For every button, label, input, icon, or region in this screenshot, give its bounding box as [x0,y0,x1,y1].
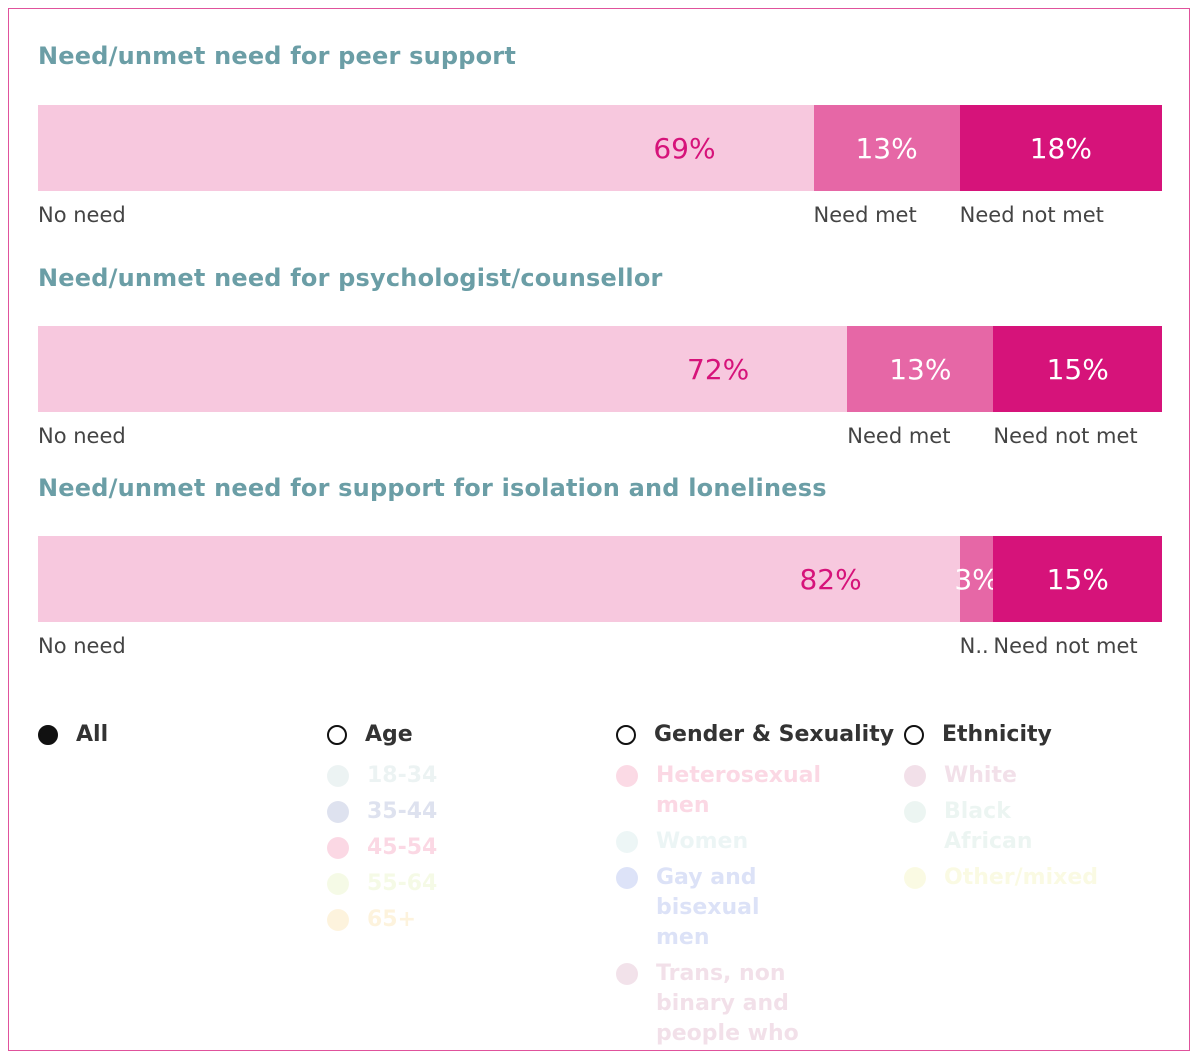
legend-swatch-icon [904,801,926,823]
bar-segment-need-not-met[interactable] [993,326,1162,412]
legend-item-label: 18-34 [367,763,438,788]
legend-swatch-icon [327,837,349,859]
legend-item-label: 55-64 [367,871,438,896]
data-label-need-not-met: 15% [1046,562,1109,596]
legend-swatch-icon [327,909,349,931]
bar-segment-need-not-met[interactable] [993,536,1162,622]
category-label-need-met: Need met [813,203,917,227]
legend-item-label: 65+ [367,907,417,932]
legend-item-label: Heterosexual men [656,763,821,818]
legend-item[interactable]: White [904,761,1094,791]
radio-icon[interactable] [616,724,636,745]
legend-swatch-icon [616,867,638,889]
category-label-need-not-met: Need not met [993,424,1138,448]
legend-group: Age 18-34 35-44 45-54 55-64 65+ [327,722,437,941]
legend-item[interactable]: 35-44 [327,797,437,827]
legend-item-label: Black African [944,799,1033,854]
chart-title: Need/unmet need for peer support [38,42,517,70]
legend-swatch-icon [327,873,349,895]
legend-item[interactable]: Trans, non binary and people who [616,959,894,1049]
bar-segment-need-met[interactable] [813,105,960,191]
legend-filter-label: Ethnicity [942,722,1052,747]
legend-group: Gender & Sexuality Heterosexual men Women G… [616,722,894,1055]
legend-item[interactable]: Gay and bisexual men [616,863,894,953]
data-label-need-met: 3% [954,562,999,596]
legend-item-label: Trans, non binary and people who [656,961,799,1046]
stacked-bar: 72% 13% 15% [38,326,1162,412]
legend-item-label: 35-44 [367,799,438,824]
data-label-need-not-met: 15% [1046,352,1109,386]
chart-title: Need/unmet need for psychologist/counsel… [38,264,663,292]
legend-group: All [38,722,108,747]
chart-title: Need/unmet need for support for isolatio… [38,474,827,502]
category-label-need-not-met: Need not met [993,634,1138,658]
category-label-need-met: Need met [847,424,951,448]
legend-swatch-icon [904,765,926,787]
legend-filter-option[interactable]: All [38,722,108,747]
legend-filter-label: All [76,722,109,747]
legend-group: Ethnicity White Black African Other/mixed [904,722,1099,899]
category-label-need-met: N.. [959,634,989,658]
category-label-no-need: No need [38,634,126,658]
data-label-no-need: 82% [799,562,862,596]
bar-segment-need-met[interactable] [847,326,994,412]
legend-item[interactable]: 18-34 [327,761,437,791]
legend-swatch-icon [327,765,349,787]
legend-swatch-icon [616,963,638,985]
radio-icon[interactable] [904,724,924,745]
legend-item-label: Gay and bisexual men [656,865,760,950]
legend-filter-option[interactable]: Ethnicity [904,722,1094,747]
legend-filter-option[interactable]: Gender & Sexuality [616,722,894,747]
chart-frame [8,8,1190,1051]
legend-item[interactable]: Other/mixed [904,863,1099,893]
legend-filter-label: Age [365,722,413,747]
bar-segment-no-need[interactable] [38,105,814,191]
legend-filter-option[interactable]: Age [327,722,437,747]
legend-swatch-icon [327,801,349,823]
legend-swatch-icon [904,867,926,889]
data-label-need-met: 13% [855,131,918,165]
legend-item[interactable]: Women [616,827,894,857]
data-label-need-met: 13% [889,352,952,386]
legend-item[interactable]: 55-64 [327,869,437,899]
bar-segment-no-need[interactable] [38,536,960,622]
radio-icon[interactable] [38,724,58,745]
legend-swatch-icon [616,765,638,787]
legend-item[interactable]: 45-54 [327,833,437,863]
category-label-no-need: No need [38,203,126,227]
bar-segment-need-met[interactable] [959,536,994,622]
category-label-need-not-met: Need not met [959,203,1104,227]
stacked-bar: 69% 13% 18% [38,105,1162,191]
legend-item-label: 45-54 [367,835,438,860]
legend-filter-label: Gender & Sexuality [654,722,895,747]
legend-item[interactable]: Black African [904,797,1094,857]
legend-item-label: White [944,763,1017,788]
bar-segment-no-need[interactable] [38,326,848,412]
legend-swatch-icon [616,831,638,853]
legend-item[interactable]: Heterosexual men [616,761,894,821]
data-label-no-need: 72% [687,352,750,386]
legend-item-label: Other/mixed [944,865,1099,890]
bar-segment-need-not-met[interactable] [959,105,1162,191]
legend-item[interactable]: 65+ [327,905,437,935]
category-label-no-need: No need [38,424,126,448]
stacked-bar: 82% 3% 15% [38,536,1162,622]
data-label-need-not-met: 18% [1029,131,1092,165]
radio-icon[interactable] [327,724,347,745]
legend-item-label: Women [656,829,749,854]
data-label-no-need: 69% [653,131,716,165]
